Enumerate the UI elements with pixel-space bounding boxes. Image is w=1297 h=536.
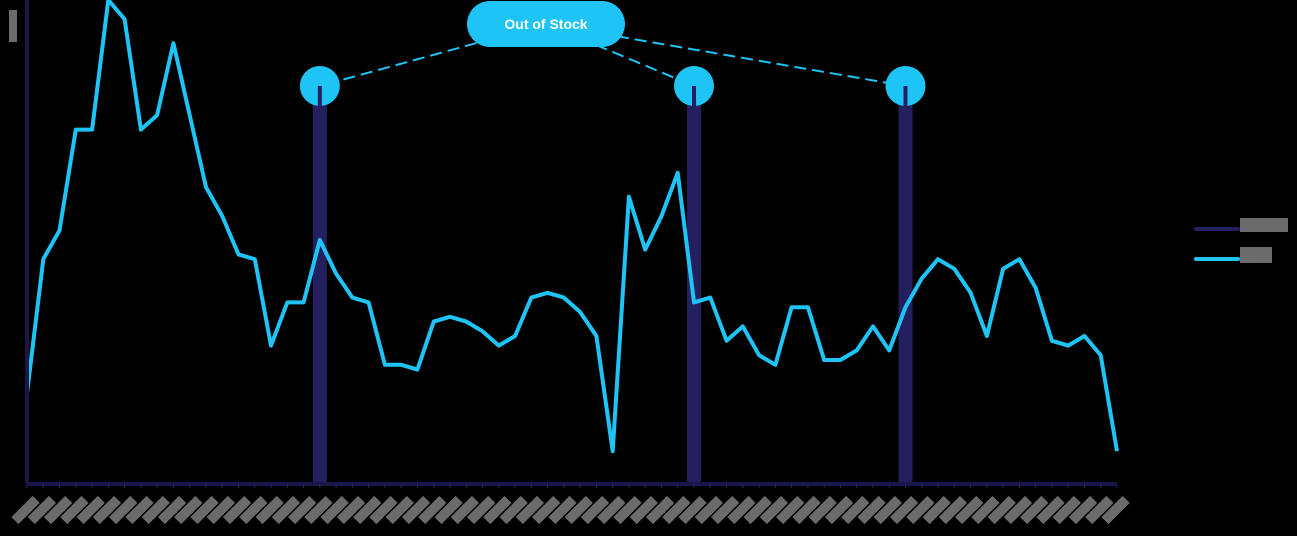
x-tick-label [548, 495, 577, 525]
x-tick-label [336, 495, 366, 525]
x-tick-label [515, 495, 545, 525]
stock-markers [299, 66, 926, 106]
x-tick-label [727, 495, 756, 525]
callout-label: Out of Stock [504, 16, 588, 32]
x-tick-label [841, 495, 870, 525]
x-tick-label [125, 495, 154, 525]
x-tick-label [613, 495, 642, 525]
x-tick-label [239, 495, 268, 525]
x-tick-label [645, 495, 675, 525]
x-tick-label [27, 495, 56, 525]
x-tick-label [873, 495, 902, 525]
x-tick-label [678, 495, 707, 525]
x-tick-label [304, 495, 333, 525]
x-tick-label [532, 495, 561, 525]
x-tick-label [906, 495, 935, 525]
x-tick-label [971, 495, 1000, 525]
x-tick-label [190, 495, 219, 525]
x-tick-label [710, 495, 740, 525]
x-tick-label [320, 495, 349, 525]
x-tick-label [1020, 495, 1049, 525]
x-tick-label [401, 495, 431, 525]
x-tick-label [450, 495, 479, 525]
x-tick-label [955, 495, 984, 525]
legend-item-bars[interactable] [1192, 218, 1292, 254]
x-tick-label [76, 495, 105, 525]
x-tick-label [889, 495, 919, 525]
x-tick-label [662, 495, 691, 525]
x-tick-label [824, 495, 854, 525]
legend-item-line[interactable] [1192, 247, 1292, 290]
x-tick-label [759, 495, 789, 525]
stock-bar [312, 86, 327, 484]
x-tick-label [206, 495, 235, 525]
x-tick-label [580, 495, 610, 525]
x-tick-label [1101, 495, 1130, 525]
x-tick-label [369, 495, 398, 525]
x-tick-label [174, 495, 203, 525]
x-tick-label [43, 495, 73, 525]
x-tick-label [157, 495, 187, 525]
x-tick-label [434, 495, 463, 525]
x-tick-label [743, 495, 772, 525]
x-tick-label [808, 495, 837, 525]
x-tick-label [629, 495, 658, 525]
x-tick-label [92, 495, 122, 525]
x-axis-ticks [11, 484, 1130, 525]
x-tick-label [499, 495, 528, 525]
x-tick-label [776, 495, 805, 525]
x-tick-label [792, 495, 821, 525]
x-tick-label [987, 495, 1016, 525]
x-tick-label [418, 495, 447, 525]
x-tick-label [857, 495, 886, 525]
stock-bar [898, 86, 913, 484]
x-tick-label [353, 495, 382, 525]
x-tick-label [466, 495, 496, 525]
x-tick-label [564, 495, 593, 525]
legend-swatch-line [1194, 257, 1240, 261]
legend-label-line [1240, 247, 1272, 263]
x-tick-label [271, 495, 301, 525]
legend [1192, 218, 1292, 290]
x-tick-label [1003, 495, 1033, 525]
x-tick-label [109, 495, 138, 525]
x-tick-label [255, 495, 284, 525]
y-axis-label [9, 10, 17, 42]
x-tick-label [483, 495, 512, 525]
legend-label-bars [1240, 218, 1288, 232]
x-tick-label [288, 495, 317, 525]
x-tick-label [1085, 495, 1114, 525]
x-tick-label [1036, 495, 1065, 525]
x-tick-label [1052, 495, 1081, 525]
x-tick-label [922, 495, 951, 525]
stock-bars [312, 86, 913, 484]
x-tick-label [694, 495, 724, 525]
x-tick-label [938, 495, 968, 525]
x-tick-label [222, 495, 252, 525]
legend-swatch-bars [1194, 227, 1240, 231]
data-line [25, 0, 1119, 454]
stock-bar [687, 86, 702, 484]
x-tick-label [385, 495, 414, 525]
out-of-stock-callout: Out of Stock [467, 1, 625, 47]
x-tick-label [60, 495, 89, 525]
x-tick-label [597, 495, 626, 525]
x-tick-label [11, 495, 40, 525]
x-tick-label [1068, 495, 1098, 525]
x-tick-label [141, 495, 170, 525]
